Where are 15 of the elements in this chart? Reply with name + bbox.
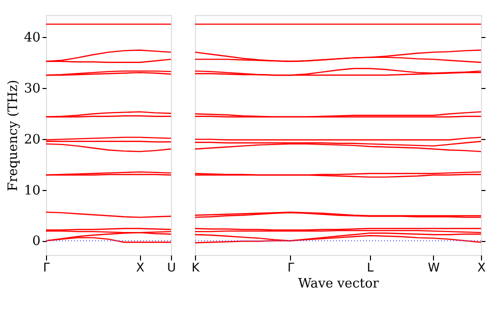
x-tick-label: U [167, 260, 176, 274]
x-tick-label: K [192, 260, 201, 274]
y-tick-label: 0 [32, 234, 40, 250]
y-tick-label: 10 [24, 183, 40, 198]
x-tick-label: Γ [43, 260, 50, 274]
y-tick-label: 40 [24, 30, 40, 46]
x-tick-label: X [136, 260, 144, 274]
x-tick-label: W [428, 260, 440, 274]
x-tick-label: L [366, 260, 374, 274]
y-axis-title: Frequency (THz) [6, 80, 21, 192]
x-tick-label: X [477, 260, 486, 274]
y-tick-label: 20 [24, 132, 40, 148]
y-tick-label: 30 [24, 81, 40, 96]
x-tick-label: Γ [287, 260, 294, 274]
x-axis-title: Wave vector [298, 276, 380, 292]
